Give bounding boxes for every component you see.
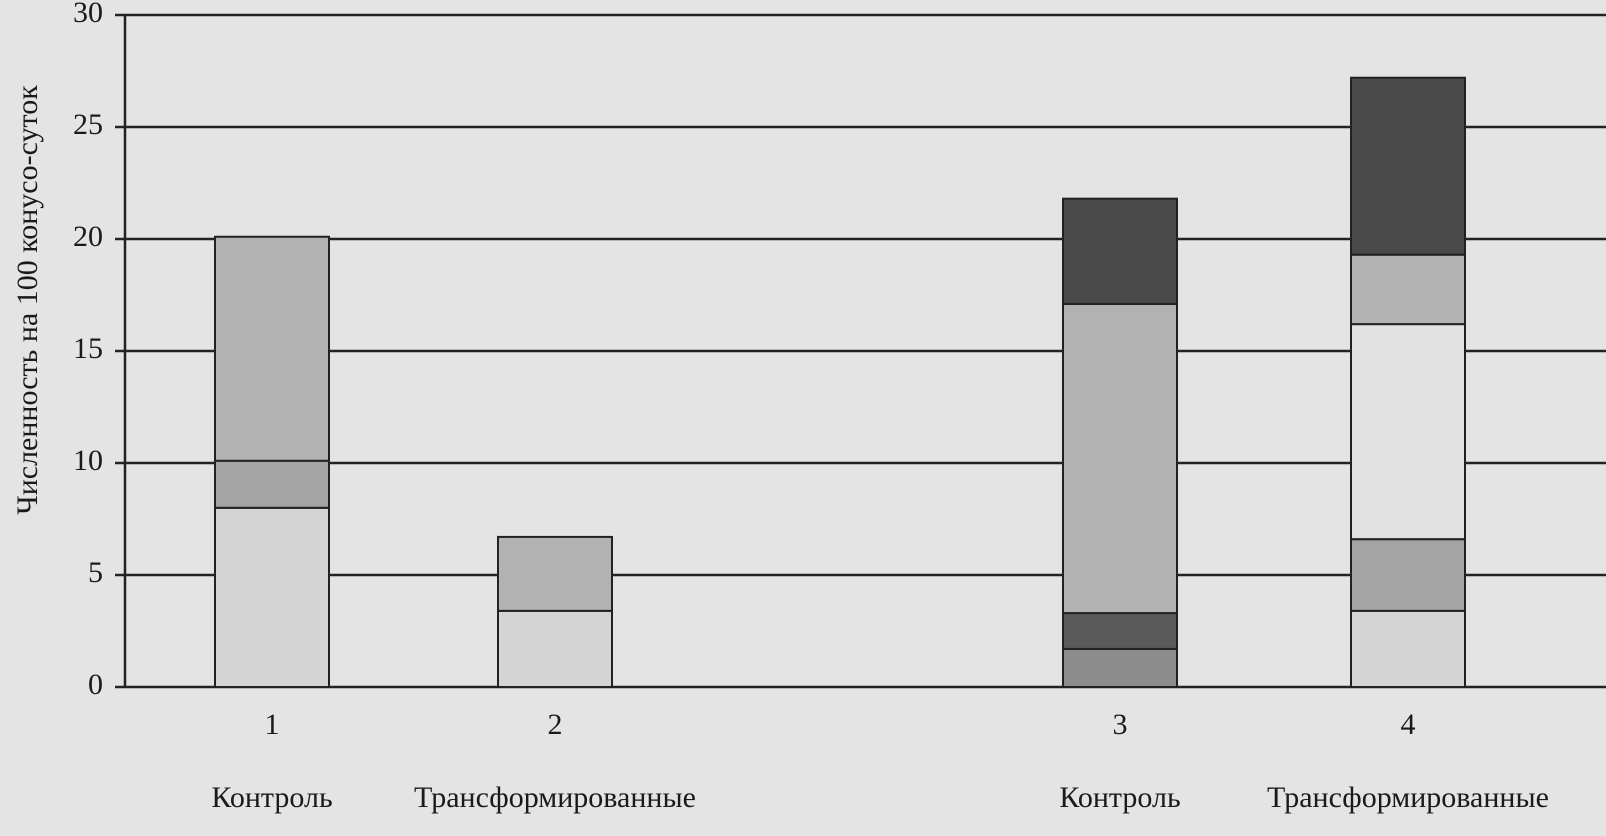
bar-segment [214,459,330,509]
bar-segment [1062,302,1178,615]
bar-segment [1350,323,1466,541]
x-tick-label: 2 [548,708,563,741]
bar-segment [1062,647,1178,688]
bar-segment [1062,612,1178,650]
y-tick-label: 30 [73,0,103,29]
bar-segment [1350,538,1466,612]
bar-segment [1350,609,1466,689]
group-label: Контроль [1059,781,1180,814]
bar-segment [1350,76,1466,256]
bar-segment [497,609,613,689]
y-tick-label: 10 [73,444,103,477]
bar-segment [214,506,330,688]
bar-segment [214,235,330,462]
bar-segment [1062,197,1178,305]
x-tick-label: 1 [265,708,280,741]
group-label: Трансформированные [1267,781,1549,814]
y-tick-label: 0 [88,668,103,701]
y-tick-label: 15 [73,332,103,365]
x-tick-label: 3 [1113,708,1128,741]
y-tick-label: 5 [88,556,103,589]
y-axis-label: Численность на 100 конусо-суток [11,85,44,515]
bar-segment [1350,253,1466,326]
group-label: Контроль [211,781,332,814]
group-label: Трансформированные [414,781,696,814]
y-tick-label: 25 [73,108,103,141]
x-tick-label: 4 [1401,708,1416,741]
bar-segment [497,535,613,612]
y-tick-label: 20 [73,220,103,253]
